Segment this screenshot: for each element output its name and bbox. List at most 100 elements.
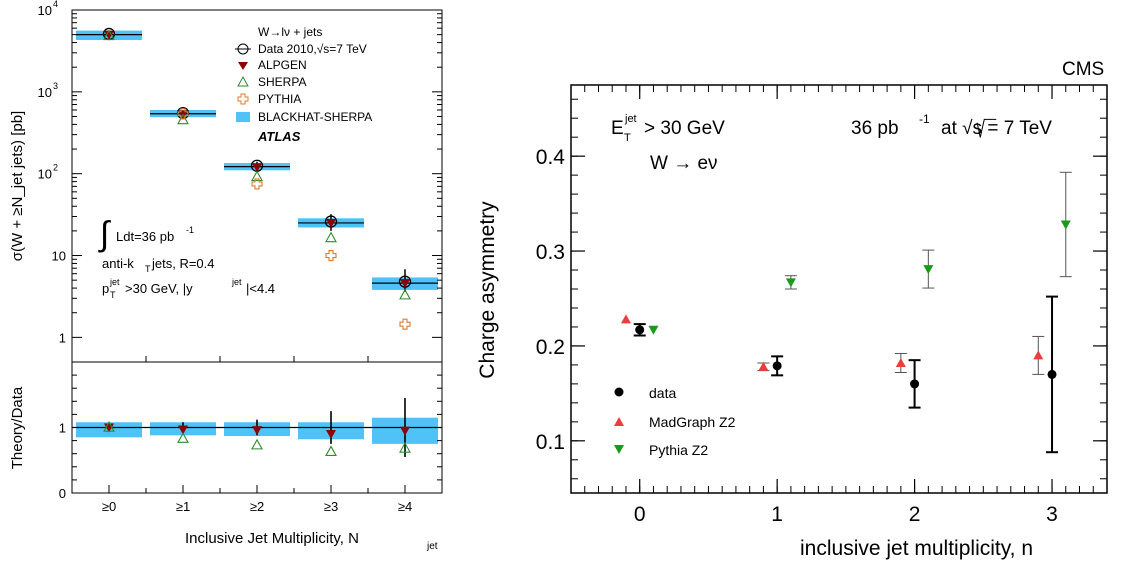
- legend-pythia-z2-label: Pythia Z2: [649, 442, 708, 458]
- pythia-z2-point: [1060, 220, 1071, 230]
- pythia-point: [399, 318, 411, 330]
- atlas-legend: W→lν + jets Data 2010,√s=7 TeV ALPGEN SH…: [235, 25, 372, 144]
- cms-data-point: [635, 325, 645, 335]
- rapidity-cut-label: |<4.4: [246, 281, 275, 296]
- sherpa-point: [325, 231, 337, 243]
- ratio-alpgen-point: [326, 430, 336, 440]
- cms-panel: 0.1 0.2 0.3 0.4 0 1 2 3 CMS Charge asymmetry in…: [476, 59, 1108, 560]
- energy-label: at √s = 7 TeV: [941, 118, 1052, 139]
- pt-cut-label: >30 GeV, |y: [125, 281, 193, 296]
- madgraph-z2-point: [895, 358, 906, 368]
- cms-experiment-label: CMS: [1062, 59, 1104, 80]
- legend-pythia-label: PYTHIA: [258, 92, 301, 106]
- atlas-y-tick-exponent: 2: [53, 163, 58, 173]
- atlas-x-tick-label: ≥2: [250, 499, 264, 514]
- atlas-x-tick-label: ≥1: [176, 499, 190, 514]
- cms-frame: [570, 84, 1108, 494]
- pt-cut-superscript: jet: [109, 277, 120, 287]
- cms-y-axis-label: Charge asymmetry: [476, 201, 499, 379]
- sherpa-point: [251, 170, 263, 182]
- atlas-x-tick-label: ≥4: [398, 499, 412, 514]
- sherpa-point: [103, 29, 115, 41]
- cms-x-tick-label: 2: [909, 503, 921, 526]
- ratio-y-axis-label: Theory/Data: [9, 386, 26, 469]
- madgraph-z2-point: [758, 361, 769, 371]
- alpgen-point: [326, 218, 336, 228]
- et-symbol: E: [611, 118, 624, 139]
- atlas-x-tick-label: ≥0: [102, 499, 116, 514]
- madgraph-z2-point: [1033, 350, 1044, 360]
- atlas-ratio-panel: 0 1 ≥0 ≥1 ≥2 ≥3 ≥4 Theory/Data Inclusive Jet M…: [9, 361, 443, 552]
- lumi-label: 36 pb: [851, 118, 899, 139]
- ratio-alpgen-point: [400, 426, 410, 436]
- legend-madgraph-label: MadGraph Z2: [649, 414, 736, 430]
- ratio-y-tick-label: 1: [59, 421, 66, 436]
- atlas-x-axis-label: Inclusive Jet Multiplicity, N: [185, 530, 359, 547]
- atlas-annotations: ∫ Ldt=36 pb -1 anti-k T jets, R=0.4 p je…: [98, 215, 275, 300]
- ratio-sherpa-point: [177, 432, 189, 443]
- sherpa-point: [399, 288, 411, 300]
- cms-y-tick-label: 0.4: [536, 146, 566, 169]
- legend-cms-data-marker: [614, 387, 624, 397]
- cms-x-tick-label: 3: [1046, 503, 1058, 526]
- legend-alpgen-marker: [238, 62, 248, 70]
- pythia-z2-point: [785, 278, 796, 288]
- atlas-y-tick-exponent: 3: [53, 81, 58, 91]
- legend-data-label: Data 2010,√s=7 TeV: [258, 42, 367, 56]
- et-subscript: T: [624, 132, 631, 144]
- cms-data-point: [910, 379, 920, 389]
- ratio-alpgen-point: [178, 425, 188, 435]
- ratio-y-tick-label: 0: [59, 486, 66, 501]
- cms-y-tick-label: 0.2: [536, 336, 565, 359]
- atlas-experiment-label: ATLAS: [257, 129, 301, 144]
- legend-sherpa-label: SHERPA: [258, 75, 306, 89]
- legend-pythia-z2-marker: [614, 445, 624, 454]
- ratio-alpgen-point: [252, 426, 262, 436]
- alpgen-point: [400, 279, 410, 289]
- rapidity-superscript: jet: [231, 277, 242, 287]
- cms-y-tick-label: 0.3: [536, 241, 565, 264]
- jet-algorithm-prefix: anti-k: [102, 256, 134, 271]
- lumi-exponent: -1: [919, 112, 930, 126]
- channel-label: W → eν: [650, 153, 718, 174]
- pt-cut-prefix: p: [102, 281, 109, 296]
- cms-x-axis-label: inclusive jet multiplicity, n: [800, 537, 1033, 560]
- legend-madgraph-marker: [614, 417, 624, 426]
- atlas-main-frame: [71, 9, 443, 363]
- legend-cms-data-label: data: [649, 385, 676, 401]
- pythia-z2-point: [923, 265, 934, 275]
- atlas-y-axis-label: σ(W + ≥N_jet jets) [pb]: [9, 111, 26, 261]
- legend-blackhat-band: [236, 112, 250, 122]
- cms-x-tick-label: 0: [634, 503, 646, 526]
- atlas-y-tick-label: 10: [38, 3, 52, 18]
- et-superscript: jet: [624, 113, 637, 125]
- cms-data-point: [772, 361, 782, 371]
- cut-label: > 30 GeV: [644, 118, 725, 139]
- atlas-y-tick-label: 10: [38, 85, 52, 100]
- ratio-sherpa-point: [251, 438, 263, 450]
- madgraph-z2-point: [620, 314, 631, 324]
- atlas-y-tick-label: 10: [52, 249, 66, 264]
- pythia-point: [177, 108, 189, 120]
- pt-cut-subscript: T: [110, 290, 116, 300]
- cms-x-tick-label: 1: [771, 503, 783, 526]
- pythia-point: [251, 178, 263, 190]
- atlas-x-tick-label: ≥3: [324, 499, 338, 514]
- legend-pythia-marker: [237, 93, 249, 105]
- atlas-y-tick-label: 1: [59, 330, 66, 345]
- cms-data-point: [1047, 369, 1057, 379]
- legend-sherpa-marker: [237, 75, 249, 87]
- pythia-z2-point: [648, 325, 659, 335]
- legend-blackhat-label: BLACKHAT-SHERPA: [258, 110, 372, 124]
- atlas-y-tick-exponent: 4: [53, 0, 58, 9]
- cms-y-tick-label: 0.1: [536, 431, 565, 454]
- ratio-sherpa-point: [325, 445, 337, 456]
- luminosity-exponent: -1: [186, 225, 194, 235]
- atlas-x-axis-subscript: jet: [426, 541, 438, 552]
- sqrt-symbol: [973, 118, 997, 138]
- alpgen-point: [104, 30, 114, 40]
- alpgen-point: [252, 163, 262, 173]
- integral-sign: ∫: [98, 215, 111, 253]
